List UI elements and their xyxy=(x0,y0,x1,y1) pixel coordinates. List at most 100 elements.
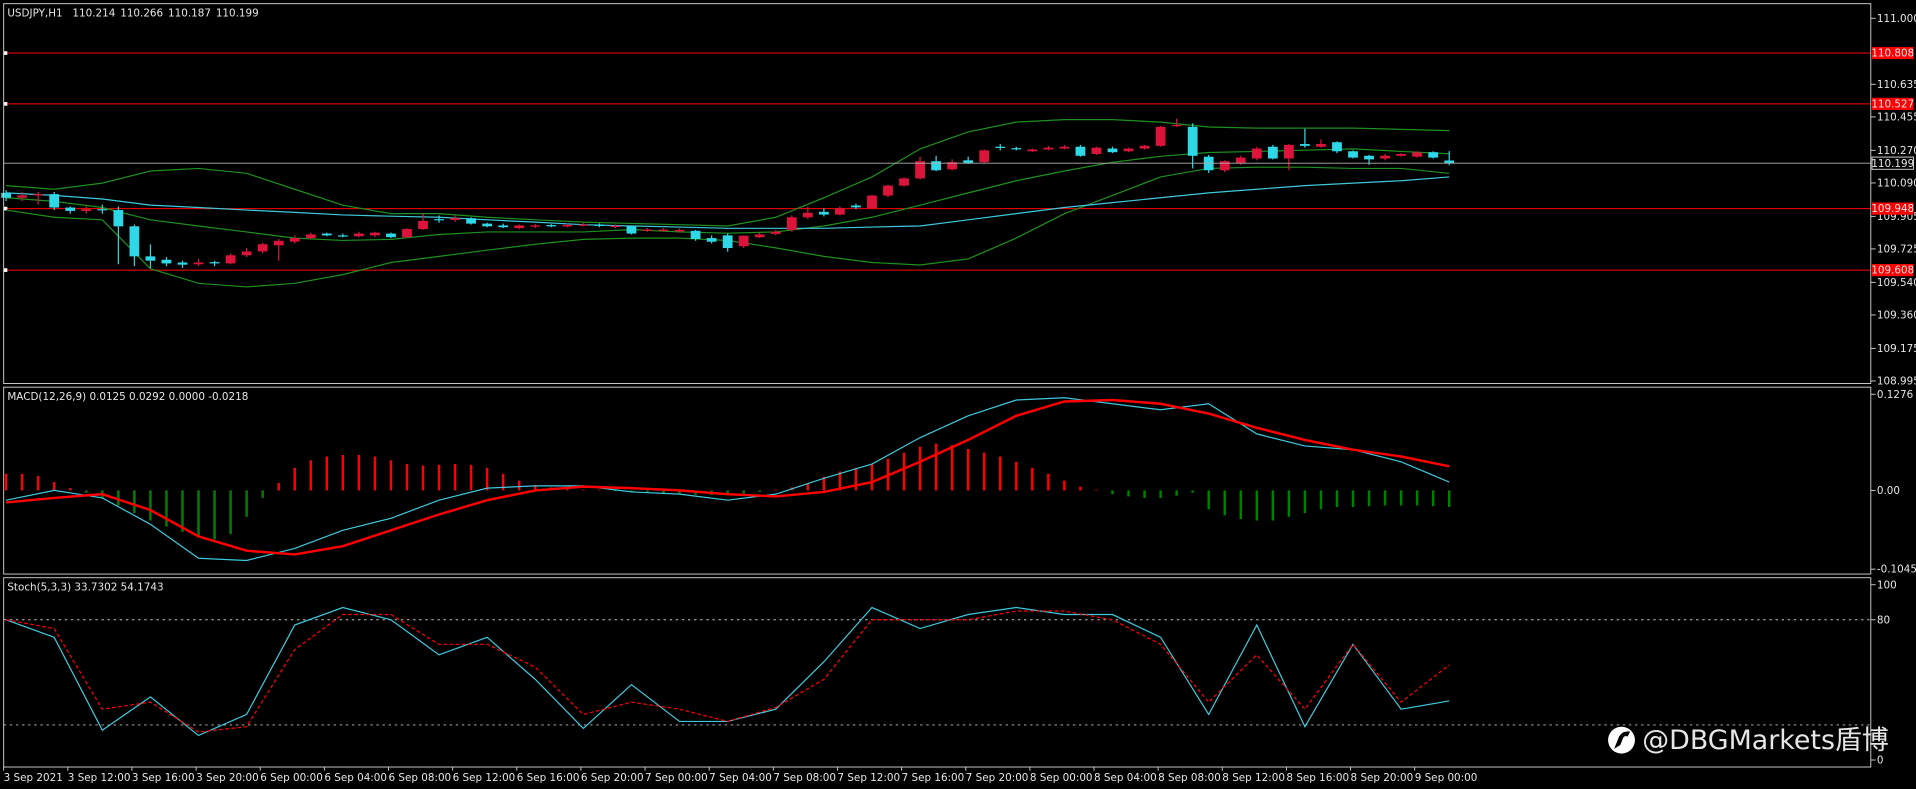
histogram-bar xyxy=(822,476,826,491)
y-tick-label: -0.1045 xyxy=(1877,564,1916,576)
candle-body xyxy=(770,231,781,234)
histogram-bar xyxy=(534,485,537,491)
candle-body xyxy=(706,238,717,242)
candle-body xyxy=(257,244,268,252)
histogram-bar xyxy=(1399,490,1403,506)
x-tick-label: 6 Sep 04:00 xyxy=(324,772,387,784)
candle-body xyxy=(1,192,11,198)
histogram-bar xyxy=(774,489,777,491)
histogram-bar xyxy=(20,473,24,491)
histogram-bar xyxy=(69,488,72,491)
candle-body xyxy=(947,162,958,170)
level-label: 109.608 xyxy=(1871,265,1914,277)
candle-body xyxy=(931,161,942,171)
candle-body xyxy=(899,178,909,186)
candle-body xyxy=(1444,160,1455,164)
candle-body xyxy=(722,235,733,249)
ohlc-value: 110.187 xyxy=(168,7,211,19)
x-tick-label: 7 Sep 20:00 xyxy=(966,772,1029,784)
histogram-bar xyxy=(213,490,216,540)
candle-body xyxy=(321,233,332,236)
x-tick-label: 6 Sep 00:00 xyxy=(260,772,323,784)
histogram-bar xyxy=(1287,490,1291,517)
candle-body xyxy=(883,185,893,196)
candle-body xyxy=(786,217,797,230)
panel-frame xyxy=(3,577,1872,768)
histogram-bar xyxy=(918,446,922,491)
panel-frame xyxy=(3,386,1872,575)
x-tick-label: 6 Sep 20:00 xyxy=(581,772,644,784)
histogram-bar xyxy=(566,488,569,491)
candle-body xyxy=(610,225,621,228)
candle-body xyxy=(1011,148,1022,150)
candle-body xyxy=(17,195,28,198)
candle-body xyxy=(995,146,1006,148)
x-tick-label: 8 Sep 00:00 xyxy=(1030,772,1093,784)
x-tick-label: 7 Sep 04:00 xyxy=(709,772,772,784)
candle-body xyxy=(33,194,44,196)
candle-body xyxy=(514,225,525,229)
histogram-bar xyxy=(1303,490,1307,514)
histogram-bar xyxy=(999,456,1002,491)
histogram-bar xyxy=(854,467,858,491)
candle-body xyxy=(1171,125,1182,127)
level-marker xyxy=(3,206,8,211)
panel-title: USDJPY,H1 110.214 110.266 110.187 110.199 xyxy=(7,7,258,19)
candle-body xyxy=(915,161,925,179)
histogram-bar xyxy=(421,465,425,491)
candle-body xyxy=(658,229,669,231)
level-label-box xyxy=(1872,263,1914,277)
histogram-bar xyxy=(1319,490,1323,510)
level-label: 110.808 xyxy=(1871,48,1914,60)
candle-body xyxy=(1187,126,1198,156)
x-tick-label: 7 Sep 00:00 xyxy=(645,772,708,784)
histogram-bar xyxy=(758,490,761,492)
level-marker xyxy=(3,102,8,106)
histogram-bar xyxy=(934,443,938,491)
candle-body xyxy=(418,220,428,230)
histogram-bar xyxy=(1175,490,1178,496)
candle-body xyxy=(1219,161,1230,171)
candle-body xyxy=(1332,142,1342,152)
x-tick-label: 3 Sep 16:00 xyxy=(132,772,195,784)
x-tick-label: 8 Sep 12:00 xyxy=(1222,772,1285,784)
candle-body xyxy=(145,256,156,261)
indicator-line xyxy=(5,397,1450,562)
panel-title-text: MACD(12,26,9) 0.0125 0.0292 0.0000 -0.02… xyxy=(7,391,248,403)
x-tick-label: 8 Sep 20:00 xyxy=(1351,772,1414,784)
candle-body xyxy=(386,233,396,238)
candle-body xyxy=(1059,146,1070,149)
candle-body xyxy=(1316,144,1326,147)
candle-body xyxy=(1428,152,1439,158)
x-tick-label: 8 Sep 08:00 xyxy=(1158,772,1221,784)
candle-body xyxy=(337,235,348,237)
candle-body xyxy=(690,230,701,239)
watermark-text: @DBGMarkets盾博 xyxy=(1642,725,1888,756)
histogram-bar xyxy=(1335,490,1339,507)
histogram-bar xyxy=(117,490,120,506)
candle-body xyxy=(578,224,589,226)
histogram-bar xyxy=(1367,490,1371,507)
y-tick-label: 109.725 xyxy=(1877,244,1916,256)
x-tick-label: 7 Sep 16:00 xyxy=(902,772,965,784)
candle-body xyxy=(1364,155,1374,160)
candle-body xyxy=(1380,155,1390,159)
candle-body xyxy=(466,218,476,224)
histogram-bar xyxy=(1255,490,1259,521)
level-label-box xyxy=(1872,97,1914,110)
y-tick-label: 0 xyxy=(1877,755,1884,767)
candle-body xyxy=(546,225,557,227)
x-tick-label: 6 Sep 12:00 xyxy=(453,772,516,784)
panel-title: Stoch(5,3,3) 33.7302 54.1743 xyxy=(7,581,163,593)
histogram-bar xyxy=(742,490,745,494)
panel-frame xyxy=(3,3,1872,384)
candle-body xyxy=(273,240,284,246)
y-tick-label: 109.360 xyxy=(1877,310,1916,322)
candle-body xyxy=(1139,145,1150,149)
y-tick-label: 110.090 xyxy=(1877,178,1916,190)
histogram-bar xyxy=(1383,490,1387,506)
histogram-bar xyxy=(838,471,842,491)
candle-body xyxy=(1091,147,1102,154)
candle-body xyxy=(1235,157,1246,164)
candle-body xyxy=(818,211,829,215)
